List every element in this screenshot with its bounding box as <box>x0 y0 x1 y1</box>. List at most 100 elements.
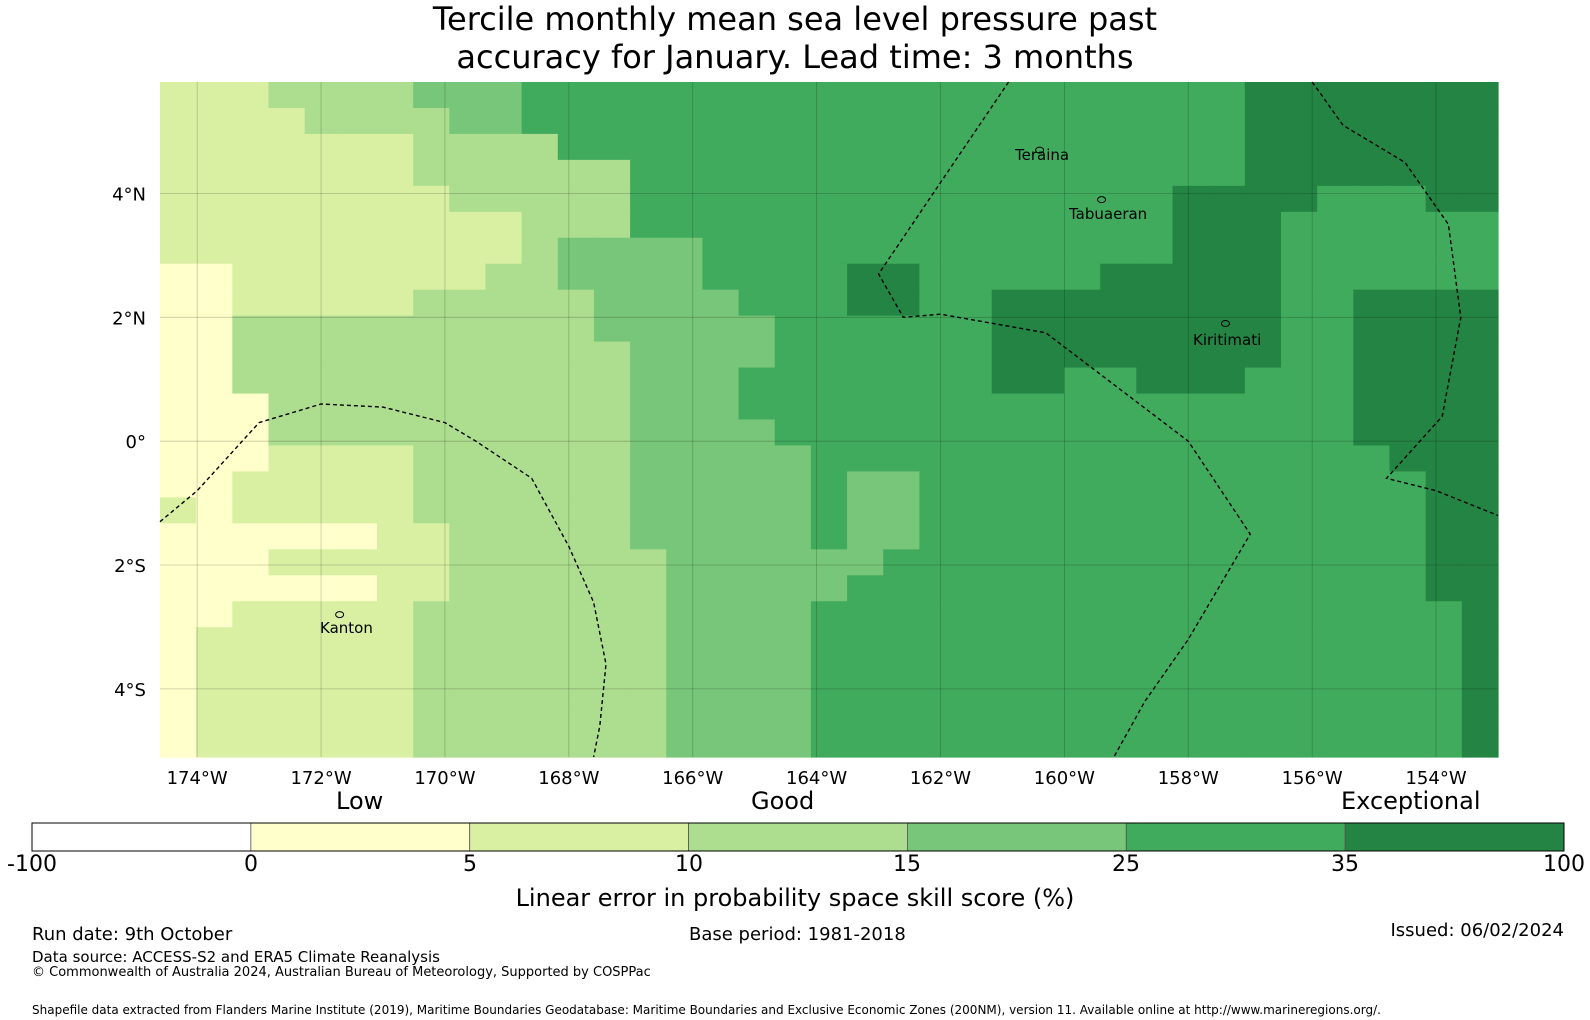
skill-cell <box>340 133 378 161</box>
skill-cell <box>847 653 884 680</box>
skill-cell <box>883 315 920 343</box>
skill-cell <box>376 107 414 135</box>
skill-cell <box>1389 419 1427 447</box>
skill-cell <box>557 289 595 317</box>
skill-cell <box>557 393 595 421</box>
skill-cell <box>1208 653 1246 680</box>
skill-cell <box>630 627 667 654</box>
skill-cell <box>521 601 559 628</box>
skill-cell <box>1353 341 1391 369</box>
skill-cell <box>847 497 884 524</box>
skill-cell <box>991 82 1029 109</box>
skill-cell <box>666 471 704 498</box>
skill-cell <box>1244 653 1282 680</box>
skill-cell <box>1353 549 1391 576</box>
skill-cell <box>738 523 776 550</box>
skill-cell <box>1136 705 1174 732</box>
skill-cell <box>521 159 559 187</box>
skill-cell <box>160 393 197 421</box>
skill-cell <box>1389 82 1427 109</box>
skill-cell <box>1244 211 1282 239</box>
skill-cell <box>847 315 884 343</box>
skill-cell <box>268 341 306 369</box>
skill-cell <box>774 159 812 187</box>
skill-cell <box>774 523 812 550</box>
skill-cell <box>1425 367 1463 395</box>
skill-cell <box>232 341 270 369</box>
skill-cell <box>883 601 920 628</box>
skill-cell <box>847 133 884 161</box>
skill-cell <box>485 263 523 291</box>
skill-cell <box>1281 341 1318 369</box>
skill-cell <box>847 341 884 369</box>
skill-cell <box>160 627 197 654</box>
skill-cell <box>991 679 1029 706</box>
skill-cell <box>268 627 306 654</box>
skill-cell <box>268 289 306 317</box>
skill-cell <box>1064 185 1101 213</box>
skill-cell <box>557 341 595 369</box>
skill-cell <box>557 653 595 680</box>
skill-cell <box>1208 445 1246 473</box>
skill-cell <box>1353 82 1391 109</box>
skill-cell <box>1317 211 1354 239</box>
skill-cell <box>1027 679 1065 706</box>
skill-cell <box>268 133 306 161</box>
skill-cell <box>702 107 740 135</box>
skill-cell <box>376 731 414 758</box>
skill-cell <box>485 731 523 758</box>
skill-cell <box>1425 627 1463 654</box>
skill-cell <box>919 211 957 239</box>
skill-cell <box>449 653 487 680</box>
skill-cell <box>1172 82 1210 109</box>
skill-cell <box>340 705 378 732</box>
skill-cell <box>955 82 993 109</box>
skill-cell <box>1461 133 1499 161</box>
skill-cell <box>485 211 523 239</box>
skill-cell <box>376 653 414 680</box>
skill-cell <box>1353 107 1391 135</box>
skill-cell <box>630 731 667 758</box>
skill-cell <box>738 445 776 473</box>
skill-cell <box>810 211 848 239</box>
skill-cell <box>304 471 342 498</box>
skill-cell <box>1100 653 1137 680</box>
skill-cell <box>1100 497 1137 524</box>
skill-cell <box>630 341 667 369</box>
skill-cell <box>847 549 884 576</box>
skill-cell <box>1461 445 1499 473</box>
skill-cell <box>268 731 306 758</box>
skill-cell <box>232 367 270 395</box>
skill-cell <box>1100 601 1137 628</box>
skill-cell <box>268 419 306 447</box>
skill-cell <box>376 705 414 732</box>
skill-cell <box>593 731 631 758</box>
skill-cell <box>232 471 270 498</box>
skill-cell <box>1461 419 1499 447</box>
skill-cell <box>919 185 957 213</box>
skill-cell <box>810 263 848 291</box>
skill-cell <box>955 705 993 732</box>
skill-cell <box>557 237 595 265</box>
skill-cell <box>1461 159 1499 187</box>
skill-cell <box>810 523 848 550</box>
skill-cell <box>810 549 848 576</box>
skill-cell <box>991 523 1029 550</box>
lat-tick-label: 0° <box>126 432 146 453</box>
skill-cell <box>232 575 270 602</box>
skill-cell <box>702 237 740 265</box>
skill-cell <box>1172 497 1210 524</box>
skill-cell <box>883 82 920 109</box>
skill-cell <box>810 393 848 421</box>
skill-cell <box>593 185 631 213</box>
skill-cell <box>1100 263 1137 291</box>
skill-cell <box>340 107 378 135</box>
skill-cell <box>376 263 414 291</box>
skill-cell <box>304 341 342 369</box>
skill-cell <box>557 133 595 161</box>
skill-cell <box>1064 419 1101 447</box>
skill-cell <box>1461 653 1499 680</box>
skill-cell <box>847 237 884 265</box>
skill-cell <box>630 523 667 550</box>
skill-cell <box>340 731 378 758</box>
